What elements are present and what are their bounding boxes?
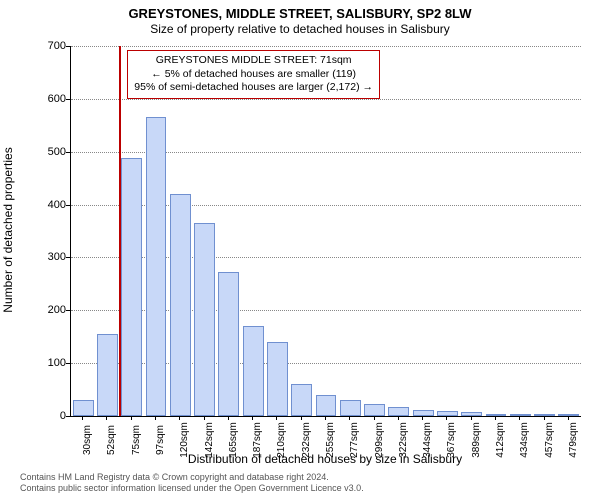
annotation-line2: ← 5% of detached houses are smaller (119… <box>134 68 373 82</box>
x-axis-label: Distribution of detached houses by size … <box>70 452 580 466</box>
gridline <box>71 46 581 47</box>
histogram-bar <box>73 400 94 416</box>
histogram-bar <box>97 334 118 416</box>
x-tick-mark <box>519 416 520 420</box>
x-tick-mark <box>131 416 132 420</box>
y-tick-label: 700 <box>44 40 66 52</box>
plot-area: GREYSTONES MIDDLE STREET: 71sqm← 5% of d… <box>70 46 581 417</box>
histogram-bar <box>267 342 288 416</box>
y-tick-mark <box>66 46 70 47</box>
x-tick-mark <box>495 416 496 420</box>
annotation-box: GREYSTONES MIDDLE STREET: 71sqm← 5% of d… <box>127 50 380 99</box>
histogram-bar <box>388 407 409 417</box>
x-tick-mark <box>276 416 277 420</box>
histogram-bar <box>243 326 264 416</box>
y-tick-label: 400 <box>44 199 66 211</box>
histogram-bar <box>340 400 361 416</box>
x-tick-mark <box>325 416 326 420</box>
annotation-line3: 95% of semi-detached houses are larger (… <box>134 81 373 95</box>
x-tick-container: 30sqm52sqm75sqm97sqm120sqm142sqm165sqm18… <box>70 416 580 446</box>
property-marker-line <box>119 46 121 416</box>
y-tick-mark <box>66 257 70 258</box>
histogram-bar <box>364 404 385 416</box>
x-tick-label: 97sqm <box>155 425 166 455</box>
histogram-bar <box>291 384 312 416</box>
x-tick-label: 52sqm <box>106 425 117 455</box>
x-tick-mark <box>155 416 156 420</box>
x-tick-mark <box>374 416 375 420</box>
y-tick-label: 300 <box>44 251 66 263</box>
y-tick-mark <box>66 416 70 417</box>
x-tick-label: 75sqm <box>131 425 142 455</box>
y-tick-label: 100 <box>44 357 66 369</box>
histogram-bar <box>194 223 215 416</box>
x-tick-mark <box>204 416 205 420</box>
y-tick-mark <box>66 310 70 311</box>
attribution-line1: Contains HM Land Registry data © Crown c… <box>20 472 364 483</box>
histogram-bar <box>316 395 337 416</box>
y-tick-label: 0 <box>44 410 66 422</box>
x-tick-mark <box>252 416 253 420</box>
histogram-bar <box>146 117 167 416</box>
gridline <box>71 99 581 100</box>
y-tick-mark <box>66 363 70 364</box>
x-tick-mark <box>544 416 545 420</box>
histogram-bar <box>121 158 142 416</box>
x-tick-mark <box>301 416 302 420</box>
histogram-bar <box>170 194 191 416</box>
attribution-line2: Contains public sector information licen… <box>20 483 364 494</box>
y-tick-label: 600 <box>44 93 66 105</box>
y-axis-label: Number of detached properties <box>1 147 15 312</box>
attribution-text: Contains HM Land Registry data © Crown c… <box>20 472 364 494</box>
x-tick-mark <box>568 416 569 420</box>
x-tick-mark <box>82 416 83 420</box>
x-tick-mark <box>446 416 447 420</box>
y-tick-mark <box>66 99 70 100</box>
histogram-bar <box>218 272 239 416</box>
x-tick-label: 30sqm <box>82 425 93 455</box>
chart-container: GREYSTONES, MIDDLE STREET, SALISBURY, SP… <box>0 0 600 500</box>
chart-title-sub: Size of property relative to detached ho… <box>0 22 600 36</box>
chart-title-main: GREYSTONES, MIDDLE STREET, SALISBURY, SP… <box>0 6 600 21</box>
x-tick-mark <box>349 416 350 420</box>
x-tick-mark <box>422 416 423 420</box>
y-tick-mark <box>66 152 70 153</box>
x-tick-mark <box>228 416 229 420</box>
x-tick-mark <box>471 416 472 420</box>
x-tick-mark <box>179 416 180 420</box>
x-tick-mark <box>106 416 107 420</box>
y-tick-label: 500 <box>44 146 66 158</box>
annotation-line1: GREYSTONES MIDDLE STREET: 71sqm <box>134 54 373 68</box>
y-tick-mark <box>66 205 70 206</box>
y-tick-label: 200 <box>44 304 66 316</box>
x-tick-mark <box>398 416 399 420</box>
